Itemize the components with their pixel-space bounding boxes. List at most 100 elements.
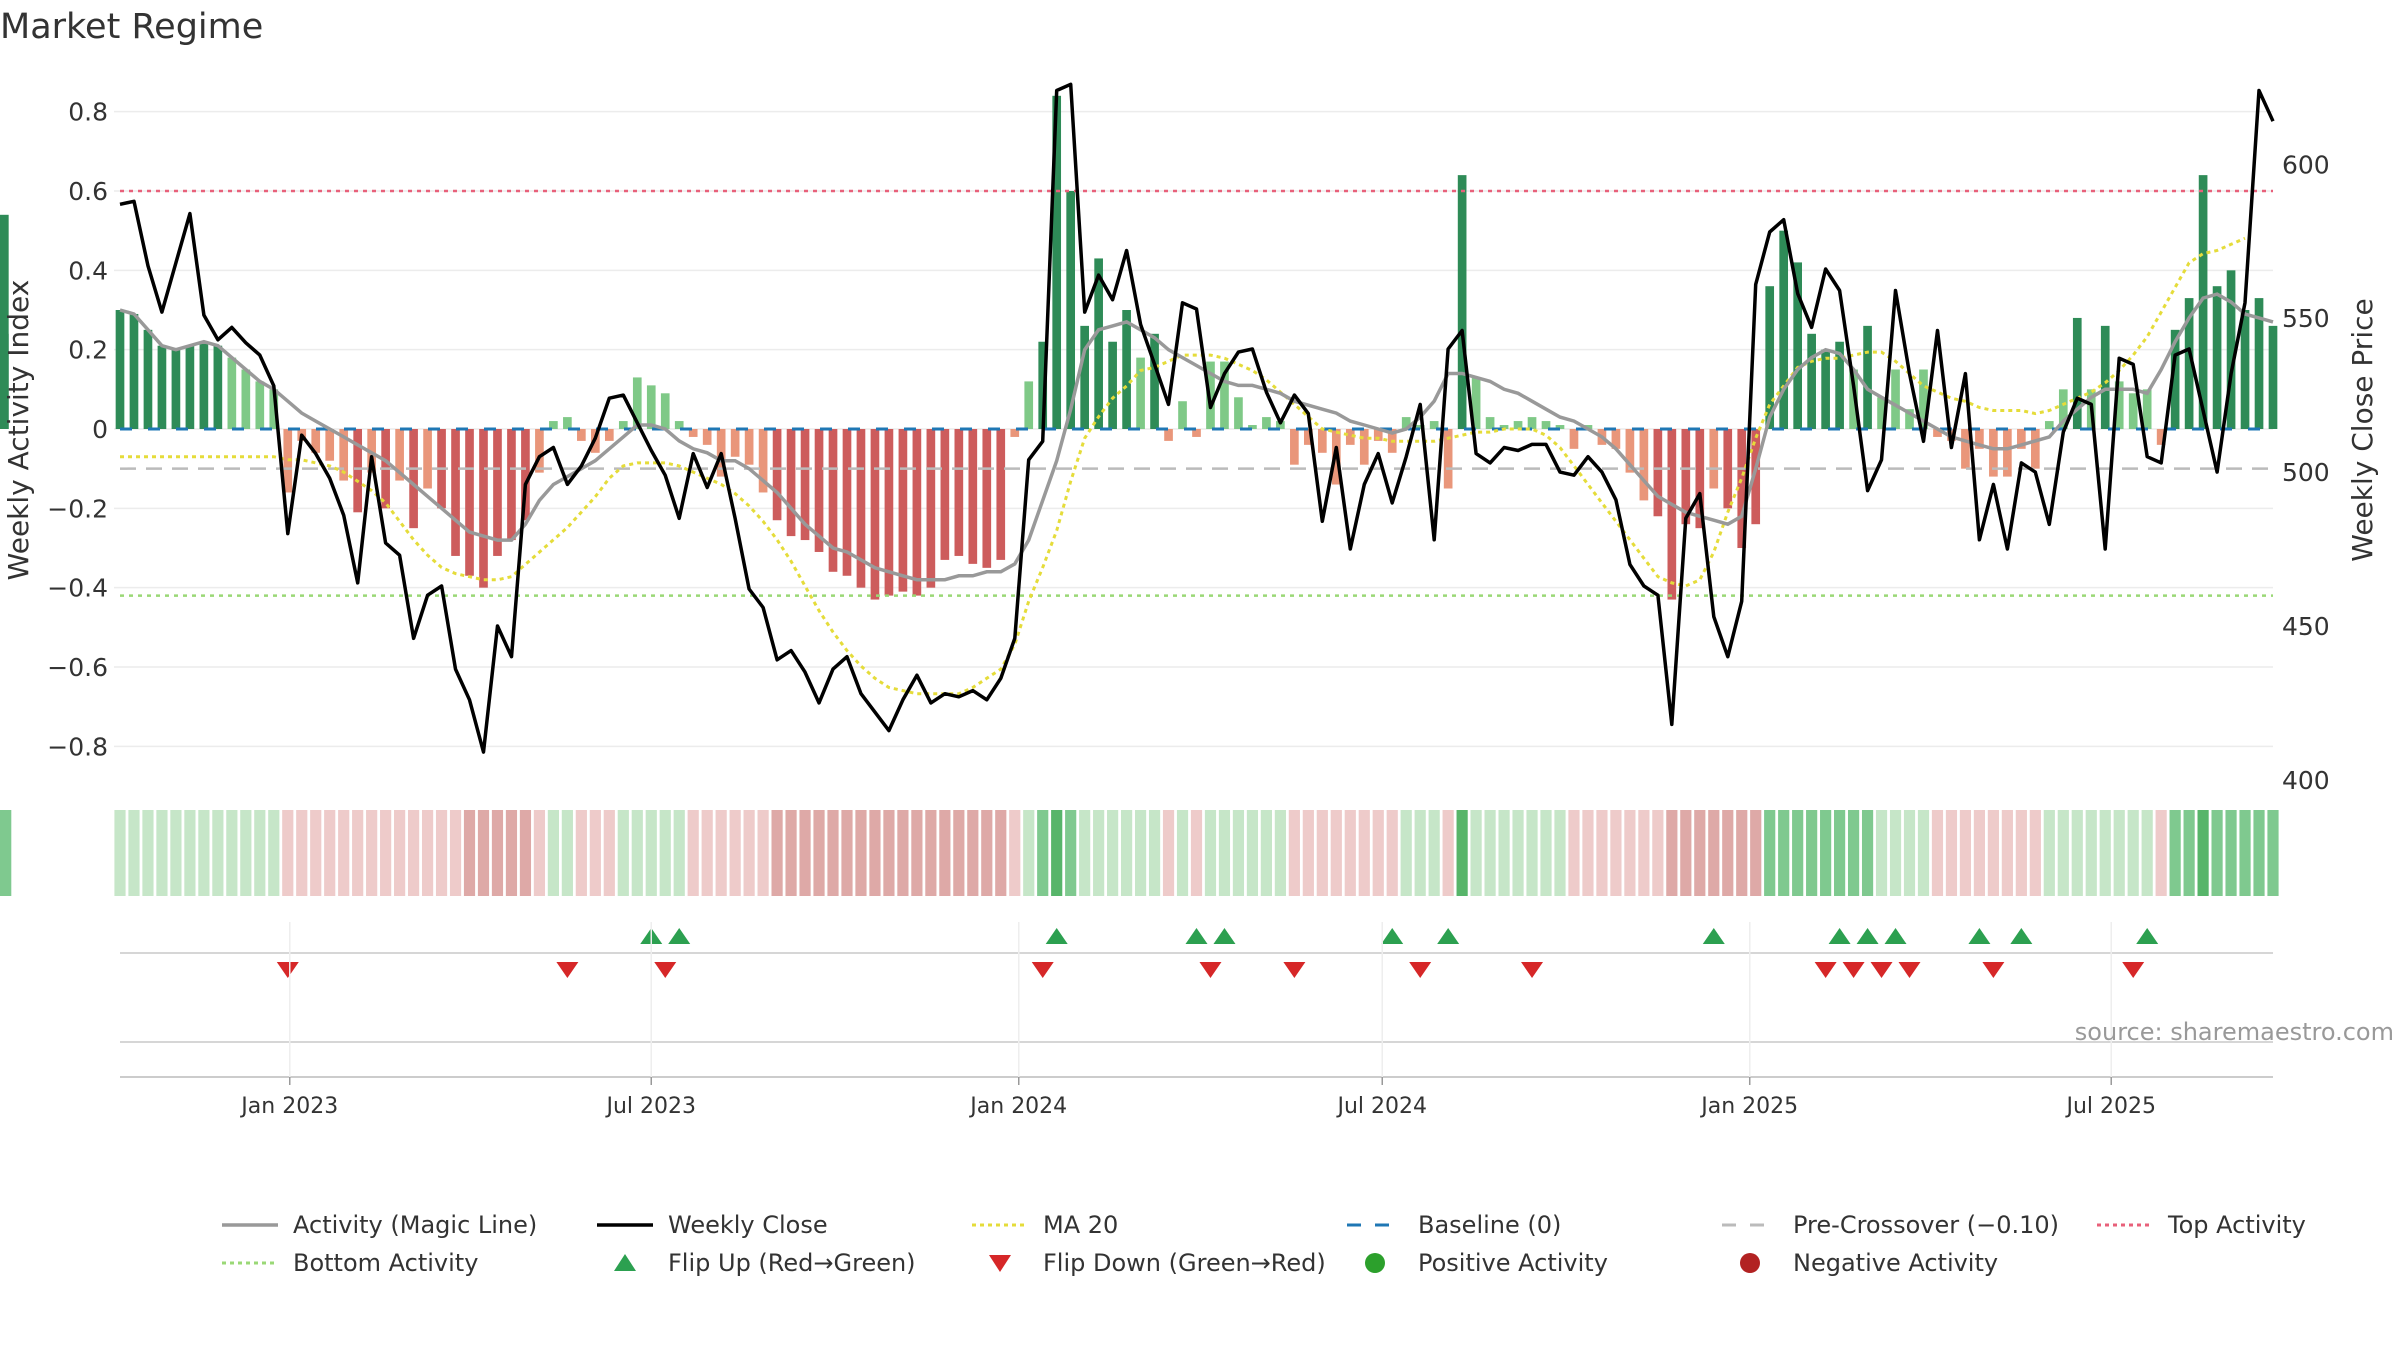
regime-cell (533, 810, 546, 896)
activity-bar (241, 369, 251, 429)
activity-bar (1653, 429, 1663, 517)
activity-bar (926, 429, 936, 588)
activity-bar (227, 357, 237, 429)
legend-item: Positive Activity (1365, 1249, 1608, 1277)
legend-item: Baseline (0) (1347, 1211, 1561, 1239)
activity-bar (1052, 95, 1062, 430)
activity-bar (423, 429, 432, 489)
regime-cell (645, 810, 657, 896)
x-tick-label: Jan 2025 (1699, 1094, 1798, 1119)
regime-cell (282, 810, 294, 896)
regime-cell (575, 810, 587, 896)
regime-cell (841, 810, 853, 896)
activity-bar (674, 421, 684, 429)
activity-bar (1066, 191, 1076, 429)
flip-down-marker (556, 962, 579, 978)
regime-cell (1540, 810, 1552, 896)
legend-item: Bottom Activity (222, 1249, 478, 1277)
regime-cell (421, 810, 434, 896)
magic-line (119, 292, 2274, 582)
activity-bar (1262, 417, 1271, 429)
legend: Activity (Magic Line) Weekly Close MA 20 Ba… (222, 1211, 2306, 1277)
regime-cell (1666, 810, 1678, 896)
activity-bar (1080, 325, 1089, 429)
activity-bar (1849, 369, 1858, 429)
y-tick-label: 0.4 (68, 256, 108, 285)
x-tick-label: Jul 2023 (604, 1094, 696, 1119)
activity-bar (1220, 361, 1229, 429)
regime-cell (394, 810, 406, 896)
weekly-close-line (119, 82, 2275, 754)
regime-cell (2029, 810, 2041, 896)
regime-cell (2001, 810, 2013, 896)
regime-cell (156, 810, 168, 896)
y-tick-label: 0.6 (68, 177, 108, 206)
legend-item: Flip Down (Green→Red) (989, 1249, 1326, 1277)
activity-bar (549, 421, 558, 429)
regime-cell (491, 810, 504, 896)
regime-cell (212, 810, 224, 896)
flip-down-marker (1031, 962, 1054, 978)
regime-cell (1414, 810, 1426, 896)
source-label: source: sharemaestro.com (2075, 1018, 2394, 1046)
activity-bar (1038, 341, 1048, 429)
regime-cell (1959, 810, 1972, 896)
regime-cell (757, 810, 769, 896)
activity-bar (185, 345, 195, 429)
legend-label: Weekly Close (668, 1211, 828, 1239)
activity-bar (563, 417, 572, 429)
regime-cell (338, 810, 350, 896)
activity-bar (1527, 417, 1537, 429)
flip-down-marker (1870, 962, 1893, 978)
regime-cell (2113, 810, 2125, 896)
flip-down-marker (276, 962, 299, 978)
activity-bar (1961, 429, 1970, 469)
activity-bar (982, 429, 992, 568)
legend-label: Bottom Activity (293, 1249, 478, 1277)
activity-bar (702, 429, 712, 445)
regime-strip (0, 810, 2279, 896)
activity-bar (255, 381, 265, 429)
regime-cell (855, 810, 867, 896)
flip-up-marker (1884, 928, 1907, 944)
flip-markers (120, 928, 2273, 1043)
regime-cell (1861, 810, 1874, 896)
regime-cell (1330, 810, 1342, 896)
regime-cell (925, 810, 937, 896)
regime-cell (463, 810, 476, 896)
activity-bar (954, 429, 964, 556)
activity-bar (171, 349, 181, 429)
y2-tick-label: 600 (2282, 150, 2330, 179)
activity-bar (1192, 429, 1201, 437)
regime-cell (254, 810, 266, 896)
regime-cell (1554, 810, 1566, 896)
regime-cell (589, 810, 601, 896)
regime-cell (1610, 810, 1622, 896)
activity-bar (730, 429, 740, 457)
regime-cell (1037, 810, 1049, 896)
regime-cell (1246, 810, 1259, 896)
activity-bar (1737, 429, 1747, 548)
activity-bar (996, 429, 1006, 560)
activity-bar (1905, 409, 1914, 429)
regime-cell (310, 810, 322, 896)
regime-cell (1806, 810, 1818, 896)
y-axis-label: Weekly Activity Index (2, 280, 35, 581)
activity-bar (0, 214, 9, 429)
legend-label: MA 20 (1043, 1211, 1118, 1239)
regime-cell (631, 810, 643, 896)
activity-bar (2184, 298, 2194, 429)
regime-cell (897, 810, 909, 896)
regime-cell (1526, 810, 1538, 896)
flip-up-marker (1381, 928, 1404, 944)
regime-cell (477, 810, 490, 896)
activity-bar (339, 429, 349, 481)
flip-up-marker (1828, 928, 1851, 944)
regime-cell (435, 810, 448, 896)
regime-cell (1148, 810, 1161, 896)
legend-item: Weekly Close (597, 1211, 828, 1239)
activity-bar (1290, 429, 1299, 465)
regime-cell (142, 810, 154, 896)
activity-bar (451, 429, 460, 556)
